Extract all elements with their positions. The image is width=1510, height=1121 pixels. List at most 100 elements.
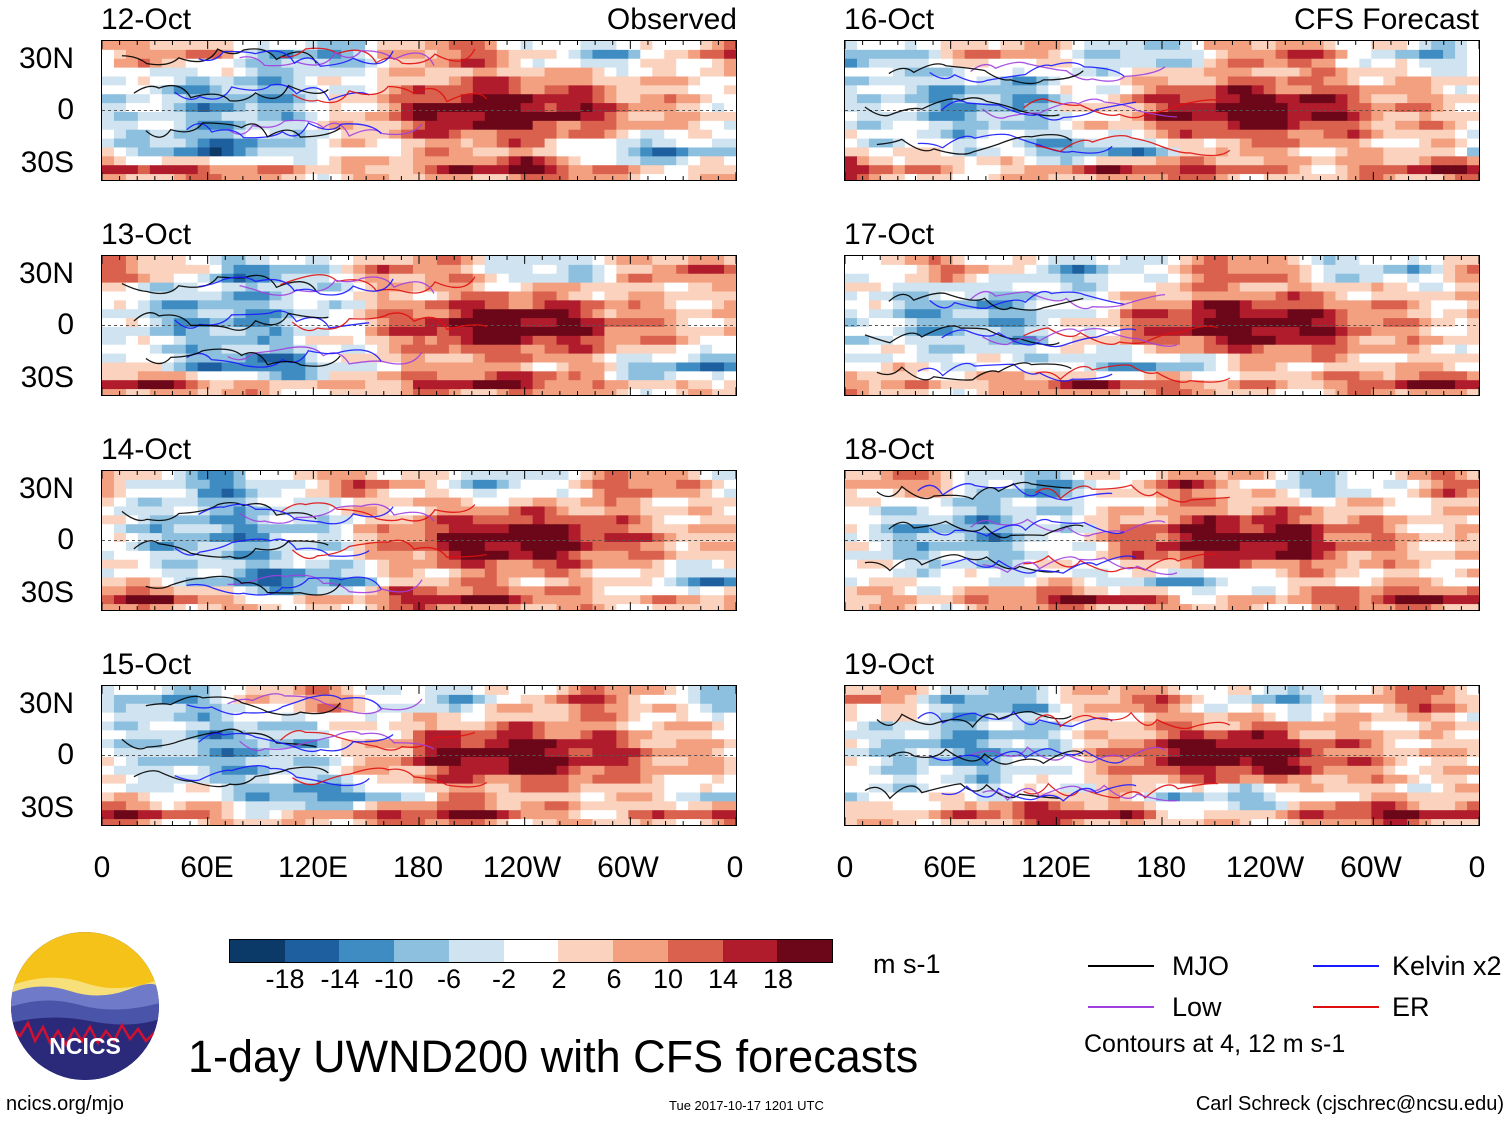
field-cell (293, 783, 306, 793)
field-cell (161, 721, 175, 731)
field-cell (712, 739, 725, 749)
field-cell (221, 120, 235, 131)
field-cell (628, 792, 641, 802)
field-cell (1443, 264, 1456, 275)
field-cell (221, 721, 235, 731)
field-cell (365, 76, 378, 86)
field-cell (365, 147, 378, 157)
field-cell (688, 595, 701, 605)
field-cell (1227, 49, 1241, 60)
field-cell (676, 389, 689, 395)
field-cell (137, 792, 151, 802)
field-cell (640, 497, 653, 507)
field-cell (640, 156, 653, 166)
field-cell (365, 291, 378, 301)
field-cell (1203, 58, 1217, 69)
field-cell (952, 264, 966, 275)
field-cell (173, 326, 187, 337)
field-cell (1060, 111, 1073, 122)
field-cell (1203, 111, 1217, 122)
field-cell (472, 282, 486, 292)
field-cell (628, 506, 641, 516)
field-cell (137, 76, 151, 86)
field-cell (1132, 174, 1145, 180)
field-cell (1383, 41, 1396, 51)
field-cell (976, 138, 990, 148)
field-cell (724, 819, 736, 825)
field-cell (233, 138, 247, 148)
field-cell (676, 41, 689, 51)
field-cell (1191, 41, 1205, 51)
field-cell (149, 273, 163, 284)
field-cell (413, 488, 426, 499)
field-cell (424, 595, 438, 605)
field-cell (1359, 174, 1372, 180)
field-cell (628, 541, 641, 552)
field-cell (413, 533, 426, 543)
field-cell (197, 273, 211, 284)
field-cell (197, 595, 211, 605)
field-cell (472, 783, 486, 793)
field-cell (1419, 138, 1432, 148)
field-cell (269, 111, 282, 122)
field-cell (245, 703, 259, 714)
field-cell (484, 344, 498, 355)
field-cell (257, 300, 270, 310)
field-cell (580, 335, 593, 346)
field-cell (102, 335, 115, 346)
field-cell (592, 533, 605, 543)
field-cell (161, 165, 175, 175)
field-cell (245, 174, 259, 180)
field-cell (1395, 264, 1408, 275)
field-cell (964, 291, 978, 301)
field-cell (856, 85, 870, 95)
field-cell (1144, 76, 1157, 86)
field-cell (868, 94, 882, 104)
field-cell (592, 801, 605, 811)
field-cell (640, 380, 653, 390)
field-cell (520, 497, 534, 507)
field-cell (544, 801, 558, 811)
field-cell (532, 712, 546, 722)
field-cell (845, 147, 858, 157)
field-cell (1108, 67, 1121, 77)
field-cell (102, 550, 115, 561)
field-cell (712, 335, 725, 346)
field-cell (245, 389, 259, 395)
field-cell (281, 471, 294, 481)
field-cell (484, 362, 498, 372)
field-cell (269, 595, 282, 605)
field-cell (568, 264, 581, 275)
field-cell (628, 326, 641, 337)
field-cell (592, 129, 605, 140)
field-cell (628, 488, 641, 499)
field-cell (1096, 41, 1109, 51)
field-cell (580, 712, 593, 722)
field-cell (1132, 165, 1145, 175)
field-cell (556, 756, 570, 767)
field-cell (1120, 67, 1133, 77)
field-cell (1275, 138, 1289, 148)
field-cell (1060, 49, 1073, 60)
field-cell (1287, 256, 1301, 266)
field-cell (952, 103, 966, 113)
field-cell (269, 165, 282, 175)
field-cell (197, 568, 211, 578)
field-cell (413, 103, 426, 113)
field-cell (281, 774, 294, 785)
field-cell (305, 344, 318, 355)
field-cell (413, 380, 426, 390)
field-cell (1431, 256, 1444, 266)
field-cell (221, 730, 235, 740)
field-cell (484, 748, 498, 758)
field-cell (221, 318, 235, 328)
field-cell (652, 138, 665, 148)
field-cell (845, 256, 858, 266)
field-cell (436, 300, 450, 310)
field-cell (1060, 300, 1073, 310)
field-cell (1132, 138, 1145, 148)
field-cell (520, 774, 534, 785)
field-cell (568, 471, 581, 481)
field-cell (1191, 111, 1205, 122)
field-cell (700, 756, 713, 767)
